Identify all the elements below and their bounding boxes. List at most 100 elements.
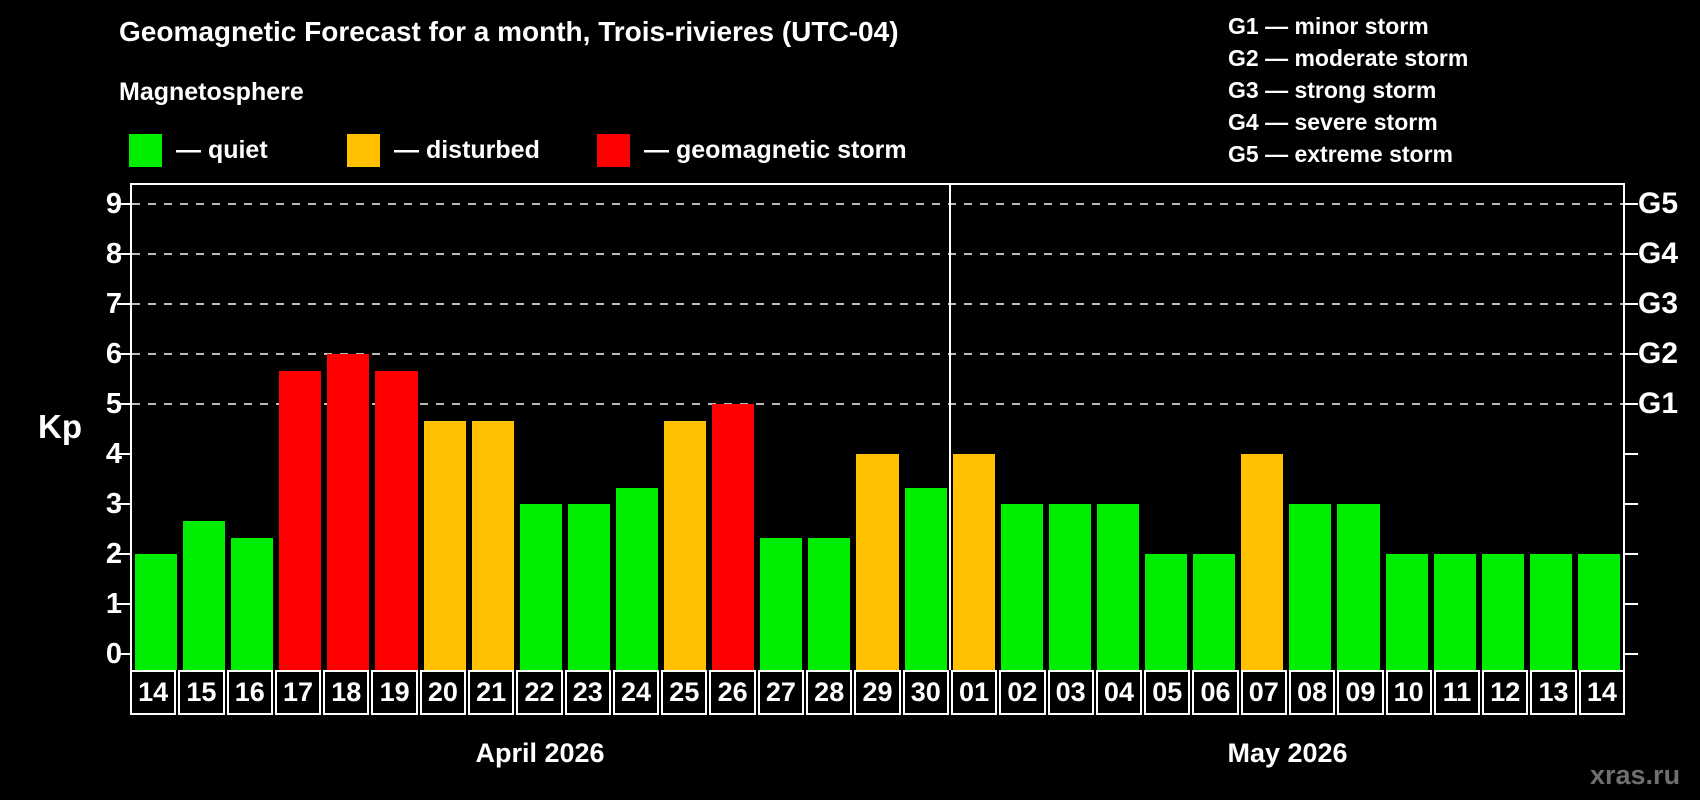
kp-bar-28-day-12 [1481,554,1524,670]
date-box-11: 25 [661,670,708,715]
date-box-18: 02 [999,670,1046,715]
left-axis-tick [117,553,130,555]
date-box-25: 09 [1337,670,1384,715]
right-axis-label-G2: G2 [1638,337,1679,370]
kp-bar-12-day-26 [712,404,755,670]
date-box-10: 24 [612,670,660,715]
right-axis-label-G5: G5 [1638,187,1679,220]
legend-item-storm: — geomagnetic storm [597,134,907,167]
date-box-13: 27 [757,670,805,715]
g-scale-legend-line-G4: G4 — severe storm [1228,109,1438,135]
kp-bar-13-day-27 [760,537,803,670]
gridline-kp5 [132,403,1623,405]
kp-bar-16-day-30 [904,487,947,670]
storm-color-swatch [597,134,630,167]
x-axis-date-row: 14 15 16 17 18 19 20 21 22 23 24 25 26 27 28 29 30 01 02 03… [130,670,1625,715]
date-box-8: 22 [516,670,563,715]
quiet-color-swatch [129,134,162,167]
kp-bar-15-day-29 [856,454,899,670]
kp-bar-11-day-25 [664,420,707,670]
date-box-28: 12 [1482,670,1529,715]
gridline-kp6 [132,353,1623,355]
date-box-16: 30 [902,670,949,715]
disturbed-color-swatch [347,134,380,167]
magnetosphere-legend-title: Magnetosphere [119,78,304,106]
g-scale-legend-line-G2: G2 — moderate storm [1228,45,1469,71]
date-box-27: 11 [1433,670,1481,715]
kp-bar-19-day-03 [1048,504,1091,670]
kp-bar-30-day-14 [1577,554,1620,670]
legend-item-disturbed: — disturbed [347,134,540,167]
page-title: Geomagnetic Forecast for a month, Trois-… [119,16,899,47]
left-axis-tick [117,453,130,455]
g-scale-legend-line-G3: G3 — strong storm [1228,77,1437,103]
gridline-kp9 [132,203,1623,205]
g-scale-legend: G1 — minor storm G2 — moderate storm G3 — … [1228,10,1468,170]
date-box-0: 14 [130,670,177,715]
date-box-30: 14 [1578,670,1625,715]
date-box-19: 03 [1047,670,1094,715]
date-box-26: 10 [1385,670,1432,715]
date-box-4: 18 [323,670,370,715]
plot-area [117,183,1638,670]
left-axis-tick [117,203,130,205]
date-box-1: 15 [178,670,225,715]
kp-bar-25-day-09 [1337,504,1380,670]
kp-bar-7-day-21 [471,420,514,670]
kp-bar-4-day-18 [327,354,370,670]
kp-bar-3-day-17 [279,370,322,670]
y-axis-label-3: 3 [105,488,122,520]
y-axis-label-0: 0 [105,638,122,670]
right-axis-tick [1625,403,1638,405]
date-box-20: 04 [1095,670,1143,715]
kp-bar-29-day-13 [1529,554,1572,670]
y-axis-label-5: 5 [105,388,122,420]
watermark: xras.ru [1590,760,1681,790]
legend-item-label: — disturbed [394,136,540,164]
date-box-2: 16 [226,670,273,715]
left-axis-tick [117,403,130,405]
month-divider-line [948,185,951,670]
left-axis-tick [117,653,130,655]
left-axis-tick [117,603,130,605]
right-axis-tick [1625,453,1638,455]
kp-bar-0-day-14 [135,554,178,670]
right-axis-tick [1625,603,1638,605]
date-box-6: 20 [419,670,467,715]
date-box-29: 13 [1530,670,1577,715]
kp-bar-21-day-05 [1145,554,1188,670]
kp-bar-9-day-23 [567,504,610,670]
date-box-23: 07 [1240,670,1287,715]
right-axis-label-G4: G4 [1638,237,1679,270]
date-box-3: 17 [274,670,322,715]
left-axis-tick [117,353,130,355]
y-axis-label-4: 4 [105,438,122,470]
right-axis-tick [1625,353,1638,355]
kp-bar-8-day-22 [519,504,562,670]
date-box-5: 19 [371,670,418,715]
y-axis-label-7: 7 [105,288,122,320]
legend-item-quiet: — quiet [129,134,268,167]
gridline-kp8 [132,253,1623,255]
right-axis-label-G1: G1 [1638,387,1679,420]
kp-bar-26-day-10 [1385,554,1428,670]
y-axis-label-1: 1 [105,588,122,620]
right-axis-tick [1625,303,1638,305]
g-scale-legend-line-G5: G5 — extreme storm [1228,141,1453,167]
date-box-9: 23 [564,670,611,715]
kp-bar-10-day-24 [615,487,659,670]
right-axis-tick [1625,203,1638,205]
kp-bar-24-day-08 [1289,504,1332,670]
date-box-21: 05 [1144,670,1191,715]
left-axis-tick [117,303,130,305]
kp-bar-5-day-19 [375,370,418,670]
month-label-may: May 2026 [1227,738,1348,768]
legend-item-label: — geomagnetic storm [644,136,907,164]
date-box-12: 26 [709,670,756,715]
y-axis-title: Kp [38,408,82,445]
date-box-15: 29 [854,670,901,715]
right-axis-tick [1625,253,1638,255]
left-axis-tick [117,503,130,505]
y-axis-label-8: 8 [105,238,122,270]
